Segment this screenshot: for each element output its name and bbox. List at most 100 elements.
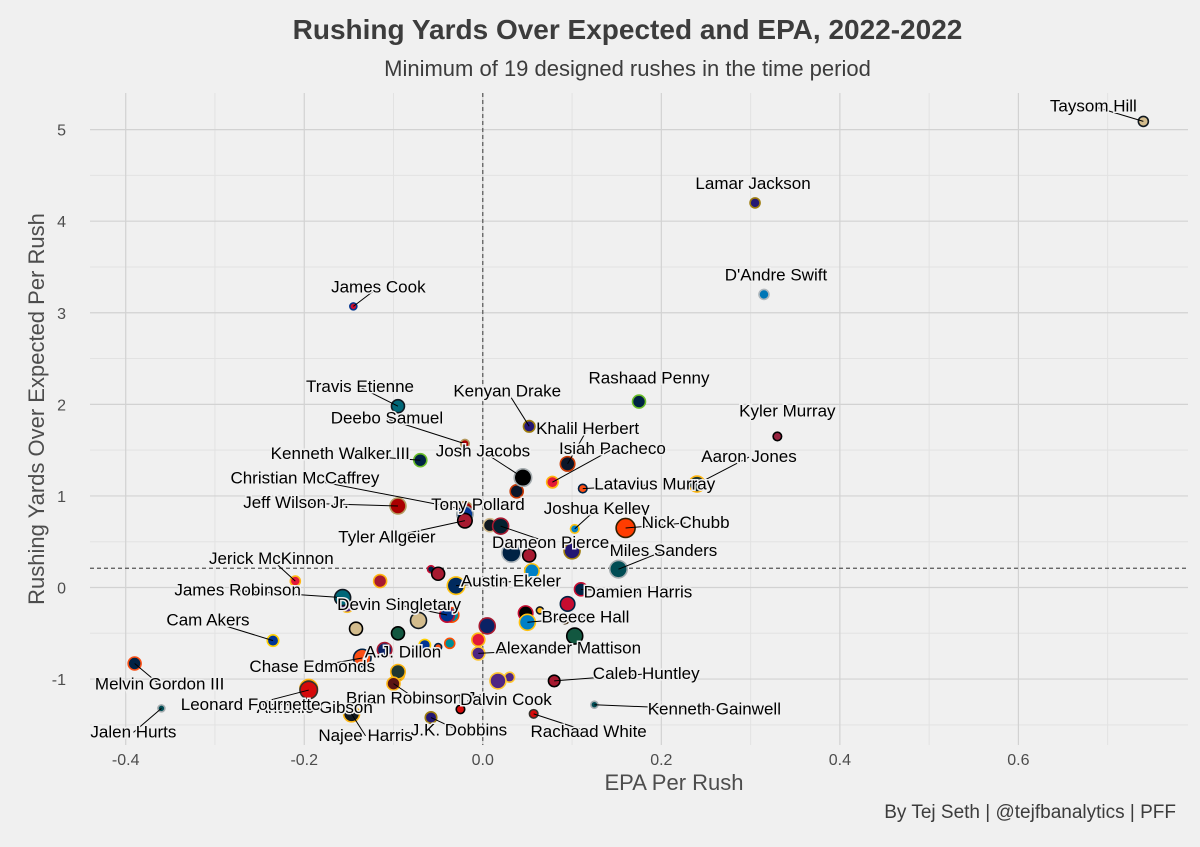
player-label: Jeff Wilson Jr.: [243, 493, 349, 512]
data-point: [348, 621, 364, 637]
player-label: Miles Sanders: [610, 541, 718, 560]
player-label: D'Andre Swift: [725, 265, 828, 284]
data-point: [478, 617, 497, 635]
x-tick-label: -0.4: [112, 752, 140, 769]
player-label: Taysom Hill: [1050, 96, 1137, 115]
player-label: James Robinson: [174, 581, 301, 600]
data-point: [749, 197, 761, 209]
y-tick-label: 3: [57, 306, 66, 323]
data-point: [509, 484, 525, 499]
data-point: [559, 595, 576, 613]
label-leader-line: [250, 689, 309, 706]
label-leader-line: [359, 386, 399, 407]
label-leader-line: [482, 451, 524, 479]
player-label: Aaron Jones: [701, 447, 796, 466]
point-labels: Taysom Hill Lamar Jackson D'Andre Swift Jam…: [89, 95, 1144, 746]
label-leader-line: [386, 418, 466, 445]
y-tick-label: 0: [57, 580, 66, 597]
label-leader-line: [398, 604, 448, 616]
player-label: Austin Ekeler: [461, 572, 561, 591]
data-point: [430, 566, 446, 582]
label-leader-line: [506, 391, 530, 427]
player-label: Melvin Gordon III: [95, 675, 224, 694]
label-leader-line: [312, 657, 363, 668]
label-leader-line: [295, 502, 398, 507]
player-label: Kyler Murray: [739, 401, 836, 420]
label-leader-line: [696, 456, 750, 485]
player-label: Jerick McKinnon: [209, 549, 334, 568]
x-axis-title: EPA Per Rush: [605, 770, 744, 795]
grid-lines: [90, 93, 1188, 745]
player-label: Christian McCaffrey: [230, 469, 379, 488]
data-point: [376, 641, 393, 658]
player-label: Kenyan Drake: [453, 381, 561, 400]
player-label: Joshua Kelley: [544, 499, 650, 518]
label-leader-line: [340, 453, 421, 461]
player-label: Damien Harris: [584, 582, 693, 601]
label-leader-line: [574, 508, 598, 530]
player-label: Josh Jacobs: [436, 442, 531, 461]
label-leader-line: [393, 683, 416, 700]
label-leader-line: [582, 484, 655, 490]
player-label: J.K. Dobbins: [411, 721, 507, 740]
x-tick-label: 0.2: [650, 752, 672, 769]
label-leader-line: [351, 713, 366, 737]
y-tick-label: -1: [52, 672, 66, 689]
label-leader-line: [386, 520, 466, 539]
data-point: [501, 542, 522, 563]
chart-caption: By Tej Seth | @tejfbanalytics | PFF: [884, 802, 1176, 823]
player-label: Dalvin Cook: [460, 690, 552, 709]
data-point: [471, 632, 486, 647]
x-tick-label: -0.2: [290, 752, 318, 769]
chart-subtitle: Minimum of 19 designed rushes in the tim…: [384, 56, 871, 81]
data-point: [390, 625, 406, 641]
player-label: Chase Edmonds: [249, 657, 375, 676]
label-leader-line: [207, 620, 274, 642]
player-label: Brian Robinson Jr.: [346, 689, 485, 708]
x-tick-label: 0.4: [829, 752, 851, 769]
data-point: [455, 704, 466, 715]
label-leader-line: [580, 588, 639, 593]
player-label: Kenneth Walker III: [271, 444, 410, 463]
label-leader-line: [133, 707, 162, 733]
player-label: Jalen Hurts: [90, 722, 176, 741]
player-label: Tyler Allgeier: [338, 528, 436, 547]
label-leader-line: [478, 647, 569, 654]
data-point: [372, 573, 388, 589]
data-point: [631, 394, 647, 409]
player-label: Antonio Gibson: [257, 698, 373, 717]
player-label: Najee Harris: [318, 726, 412, 745]
label-leader-line: [237, 590, 343, 599]
y-tick-label: 5: [57, 123, 66, 140]
y-tick-label: 4: [57, 214, 66, 231]
label-leader-line: [270, 558, 296, 582]
data-point: [418, 638, 432, 652]
x-tick-label: 0.0: [472, 752, 494, 769]
x-tick-label: 0.6: [1007, 752, 1029, 769]
player-label: Dameon Pierce: [492, 533, 609, 552]
player-label: Rachaad White: [531, 722, 647, 741]
label-leader-line: [1093, 105, 1144, 122]
player-label: Breece Hall: [541, 607, 629, 626]
label-leader-line: [455, 581, 512, 587]
label-leader-line: [134, 663, 160, 685]
data-point: [433, 642, 443, 652]
player-label: Tony Pollard: [431, 495, 525, 514]
label-leader-line: [554, 673, 647, 682]
label-leader-line: [527, 616, 586, 623]
player-label: Cam Akers: [166, 611, 249, 630]
y-tick-label: 1: [57, 489, 66, 506]
y-axis-title: Rushing Yards Over Expected Per Rush: [24, 213, 49, 605]
label-leader-line: [594, 704, 715, 711]
player-label: Leonard Fournette: [181, 695, 321, 714]
player-label: James Cook: [331, 277, 426, 296]
data-point: [409, 611, 428, 630]
data-point: [772, 431, 783, 442]
data-point: [563, 542, 581, 560]
data-point: [523, 562, 540, 580]
player-label: Kenneth Gainwell: [648, 700, 781, 719]
player-label: Devin Singletary: [337, 595, 461, 614]
player-label: Alexander Mattison: [496, 638, 642, 657]
y-tick-label: 2: [57, 397, 66, 414]
